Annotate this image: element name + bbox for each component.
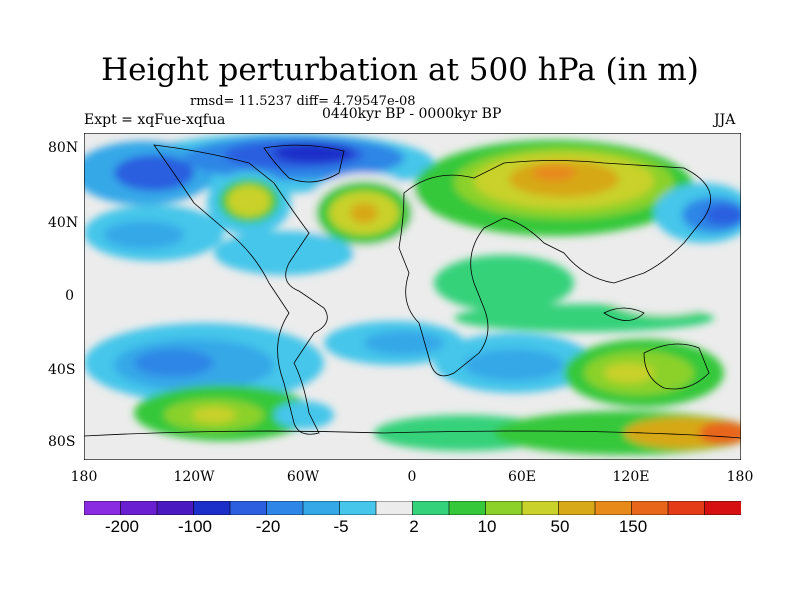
- colorbar-swatch: [412, 501, 450, 515]
- lon-label-60e: 60E: [507, 469, 537, 485]
- height-perturbation-map: [84, 133, 741, 460]
- colorbar: [84, 501, 741, 515]
- lon-label-60w: 60W: [286, 469, 320, 485]
- lon-label-120e: 120E: [612, 469, 650, 485]
- map-title: Height perturbation at 500 hPa (in m): [101, 52, 699, 88]
- lat-label-80s: 80S: [48, 434, 76, 450]
- colorbar-swatch: [156, 501, 195, 515]
- lon-label-180-west: 180: [70, 469, 98, 485]
- colorbar-swatch: [704, 501, 741, 515]
- colorbar-label-2: 2: [409, 517, 419, 536]
- colorbar-label-neg5: -5: [333, 517, 349, 536]
- experiment-label: Expt = xqFue-xqfua: [84, 112, 226, 128]
- colorbar-swatch: [558, 501, 596, 515]
- lat-label-80n: 80N: [48, 140, 79, 156]
- colorbar-swatch: [120, 501, 158, 515]
- colorbar-swatch: [84, 501, 122, 515]
- season-label: JJA: [714, 112, 736, 128]
- lat-label-40n: 40N: [48, 215, 79, 231]
- stats-line: rmsd= 11.5237 diff= 4.79547e-08: [190, 94, 416, 109]
- coastlines: [84, 144, 741, 439]
- colorbar-swatch: [594, 501, 633, 515]
- colorbar-label-10: 10: [477, 517, 497, 536]
- colorbar-swatch: [302, 501, 341, 515]
- lon-label-180-east: 180: [726, 469, 754, 485]
- lon-label-0: 0: [407, 469, 417, 485]
- colorbar-label-neg20: -20: [255, 517, 281, 536]
- colorbar-swatch: [229, 501, 268, 515]
- colorbar-swatch: [631, 501, 669, 515]
- colorbar-swatch: [448, 501, 487, 515]
- colorbar-swatch: [667, 501, 706, 515]
- colorbar-label-50: 50: [550, 517, 570, 536]
- colorbar-swatch: [266, 501, 304, 515]
- colorbar-label-neg200: -200: [104, 517, 140, 536]
- lat-label-40s: 40S: [48, 362, 76, 378]
- colorbar-label-neg100: -100: [177, 517, 213, 536]
- lon-label-120w: 120W: [173, 469, 215, 485]
- period-label: 0440kyr BP - 0000kyr BP: [322, 106, 502, 122]
- colorbar-swatch: [521, 501, 560, 515]
- lat-label-0: 0: [65, 288, 74, 304]
- colorbar-swatch: [375, 501, 414, 515]
- colorbar-swatch: [485, 501, 523, 515]
- colorbar-label-150: 150: [618, 517, 648, 536]
- colorbar-swatch: [193, 501, 231, 515]
- colorbar-swatch: [339, 501, 377, 515]
